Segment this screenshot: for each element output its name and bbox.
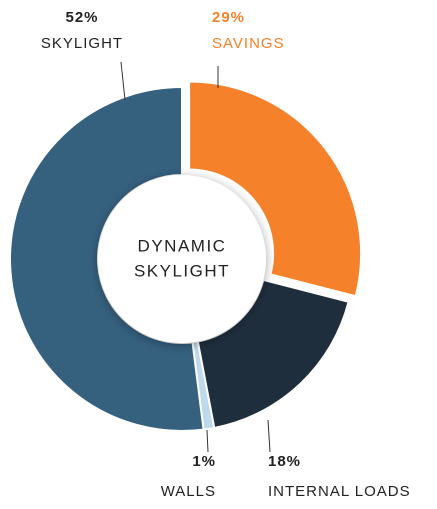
- slice: [188, 80, 363, 298]
- center-label: DYNAMIC: [138, 236, 227, 255]
- center-hole: [98, 175, 266, 343]
- leader-line: [267, 419, 271, 453]
- center-label: SKYLIGHT: [134, 261, 230, 280]
- value-label: 18%: [268, 453, 301, 470]
- category-label: INTERNAL LOADS: [268, 483, 411, 500]
- value-label: 52%: [65, 9, 98, 26]
- value-label: 29%: [212, 9, 245, 26]
- category-label: SKYLIGHT: [41, 35, 123, 52]
- leader-line: [120, 61, 126, 101]
- value-label: 1%: [192, 453, 216, 470]
- leader-line: [206, 429, 209, 453]
- category-label: SAVINGS: [212, 35, 285, 52]
- slices: [9, 80, 363, 432]
- category-label: WALLS: [161, 483, 216, 500]
